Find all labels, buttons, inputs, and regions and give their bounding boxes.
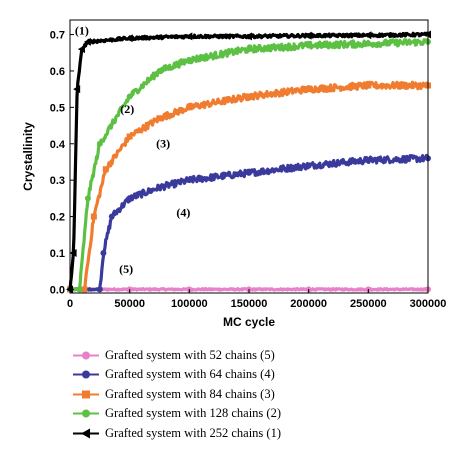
data-point [126, 93, 133, 100]
y-tick-label: 0.2 [50, 212, 65, 224]
data-point [84, 195, 91, 202]
x-tick-label: 300000 [410, 298, 447, 310]
x-tick-label: 100000 [171, 298, 208, 310]
series-annotation: (1) [75, 24, 89, 38]
legend-label: Grafted system with 128 chains (2) [105, 406, 282, 421]
data-point [125, 34, 133, 43]
data-point [246, 46, 252, 53]
data-point [364, 31, 372, 40]
data-point [76, 286, 83, 293]
data-point [96, 140, 103, 147]
legend-item: Grafted system with 128 chains (2) [72, 404, 462, 423]
data-point [81, 286, 88, 293]
data-point [365, 82, 372, 89]
data-point [365, 157, 372, 164]
legend-label: Grafted system with 252 chains (1) [105, 425, 282, 440]
data-point [305, 42, 312, 49]
x-tick-label: 50000 [114, 298, 145, 310]
series-group: (5) (4) (3) (2) (1) [66, 24, 431, 294]
x-tick-label: 200000 [290, 298, 327, 310]
y-tick-label: 0.0 [50, 284, 65, 296]
data-point [185, 32, 193, 41]
data-point [305, 162, 312, 169]
legend-swatch [73, 428, 99, 439]
series-annotation: (5) [119, 262, 133, 276]
series-annotation: (3) [156, 136, 170, 150]
legend-swatch [73, 351, 99, 360]
data-point [304, 31, 312, 40]
data-point [73, 85, 81, 94]
legend-item: Grafted system with 52 chains (5) [72, 346, 462, 365]
y-axis-label: Crystallinity [21, 122, 35, 191]
data-point [108, 213, 115, 220]
legend: Grafted system with 52 chains (5) Grafted… [72, 346, 462, 443]
legend-item: Grafted system with 252 chains (1) [72, 424, 462, 443]
data-point [77, 45, 85, 54]
data-point [156, 67, 163, 74]
legend-swatch [73, 390, 99, 399]
x-tick-label: 250000 [350, 298, 387, 310]
y-tick-label: 0.1 [50, 248, 65, 260]
legend-swatch [73, 409, 99, 418]
x-tick-label: 0 [67, 298, 73, 310]
data-point [83, 37, 91, 46]
series-annotation: (4) [176, 206, 190, 220]
data-point [186, 104, 193, 111]
axes: 0 50000 100000 150000 200000 250000 300000 0.0 0… [50, 19, 447, 310]
data-point [245, 32, 252, 41]
series-annotation: (2) [120, 102, 134, 116]
legend-label: Grafted system with 52 chains (5) [105, 348, 275, 362]
plot-frame [69, 19, 429, 294]
data-point [126, 195, 133, 202]
data-point [156, 184, 163, 191]
data-point [102, 166, 109, 173]
legend-label: Grafted system with 64 chains (4) [105, 367, 275, 382]
legend-item: Grafted system with 64 chains (4) [72, 365, 462, 384]
data-point [246, 169, 252, 176]
data-point [100, 249, 107, 256]
series-line [69, 38, 430, 292]
data-point [186, 177, 193, 184]
series-4 [67, 153, 431, 293]
y-tick-label: 0.7 [50, 30, 65, 42]
data-point [365, 40, 372, 47]
legend-item: Grafted system with 84 chains (3) [72, 385, 462, 404]
data-point [156, 115, 163, 122]
x-tick-label: 150000 [231, 298, 268, 310]
y-tick-label: 0.4 [50, 139, 66, 151]
y-tick-label: 0.5 [50, 102, 65, 114]
y-tick-label: 0.3 [50, 175, 65, 187]
data-point [90, 213, 97, 220]
data-point [305, 86, 312, 93]
data-point [96, 286, 103, 293]
legend-label: Grafted system with 84 chains (3) [105, 386, 275, 401]
y-tick-label: 0.6 [50, 66, 65, 78]
data-point [246, 93, 252, 100]
series-2 [67, 38, 431, 293]
data-point [126, 133, 133, 140]
x-axis-label: MC cycle [223, 315, 275, 329]
legend-swatch [73, 370, 99, 379]
data-point [186, 57, 193, 64]
